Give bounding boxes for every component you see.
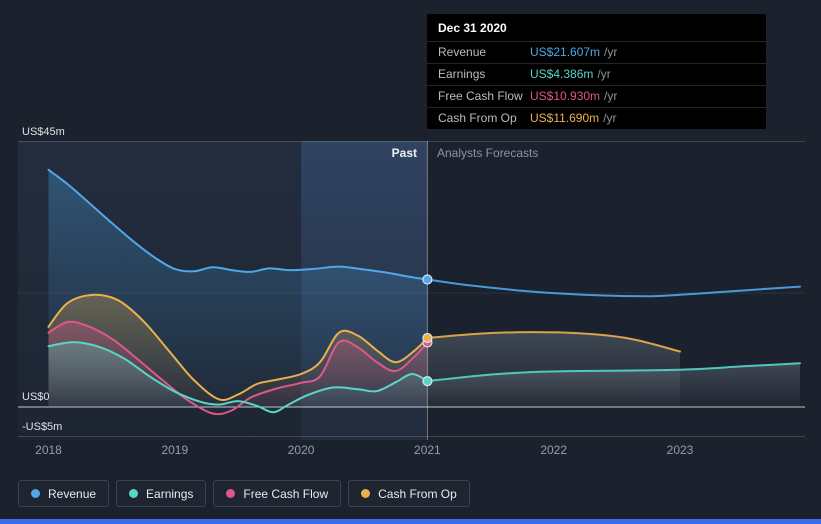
x-axis-label: 2019 xyxy=(161,443,189,457)
legend-item-label: Earnings xyxy=(146,486,194,501)
x-axis-label: 2020 xyxy=(287,443,315,457)
legend-item-earnings[interactable]: Earnings xyxy=(116,480,207,507)
tooltip-date: Dec 31 2020 xyxy=(438,21,507,35)
tooltip-row-label: Free Cash Flow xyxy=(438,89,523,103)
x-axis-label: 2022 xyxy=(540,443,568,457)
tooltip-row-label: Cash From Op xyxy=(438,111,517,125)
tooltip-row-unit: /yr xyxy=(597,67,611,81)
chart-legend: Revenue Earnings Free Cash Flow Cash From O… xyxy=(18,480,470,507)
legend-item-cash-from-op[interactable]: Cash From Op xyxy=(348,480,470,507)
chart-tooltip: Dec 31 2020 Revenue US$21.607m/yr Earnings… xyxy=(427,14,766,129)
y-axis-label: -US$5m xyxy=(22,420,63,433)
tooltip-row-value: US$4.386m xyxy=(530,67,594,81)
tooltip-row-value: US$10.930m xyxy=(530,89,601,103)
tooltip-row-value: US$11.690m xyxy=(530,111,600,125)
tooltip-row-unit: /yr xyxy=(604,89,618,103)
legend-item-revenue[interactable]: Revenue xyxy=(18,480,110,507)
x-axis-label: 2018 xyxy=(35,443,62,457)
tooltip-rows: Revenue US$21.607m/yr Earnings US$4.386m/yr… xyxy=(427,41,766,129)
tooltip-row: Earnings US$4.386m/yr xyxy=(427,63,766,85)
tooltip-row: Revenue US$21.607m/yr xyxy=(427,41,766,63)
tooltip-row-label: Earnings xyxy=(438,67,486,81)
tooltip-row-unit: /yr xyxy=(604,45,618,59)
x-axis-label: 2021 xyxy=(414,443,441,457)
legend-dot-icon xyxy=(129,489,139,498)
tooltip-row-value: US$21.607m xyxy=(530,45,601,59)
legend-item-label: Cash From Op xyxy=(378,486,457,501)
x-axis-label: 2023 xyxy=(666,443,694,457)
legend-dot-icon xyxy=(361,489,371,498)
bottom-section-divider xyxy=(0,519,821,524)
tooltip-row: Free Cash Flow US$10.930m/yr xyxy=(427,85,766,107)
legend-item-label: Free Cash Flow xyxy=(243,486,329,501)
tooltip-row-unit: /yr xyxy=(603,111,617,125)
analysts-forecasts-label: Analysts Forecasts xyxy=(437,146,539,160)
tooltip-row-label: Revenue xyxy=(438,45,487,59)
tooltip-row: Cash From Op US$11.690m/yr xyxy=(427,107,766,129)
legend-item-free-cash-flow[interactable]: Free Cash Flow xyxy=(213,480,342,507)
legend-item-label: Revenue xyxy=(48,486,97,501)
past-label: Past xyxy=(391,146,417,160)
y-axis-label: US$45m xyxy=(22,125,65,138)
y-axis-label: US$0 xyxy=(22,391,50,403)
legend-dot-icon xyxy=(31,489,40,498)
legend-dot-icon xyxy=(226,489,236,498)
